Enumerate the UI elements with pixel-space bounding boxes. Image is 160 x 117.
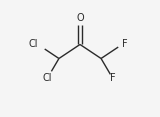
Text: Cl: Cl — [43, 73, 52, 83]
Text: F: F — [110, 73, 116, 83]
Text: F: F — [122, 39, 128, 49]
Text: Cl: Cl — [28, 39, 38, 49]
Text: O: O — [76, 13, 84, 23]
